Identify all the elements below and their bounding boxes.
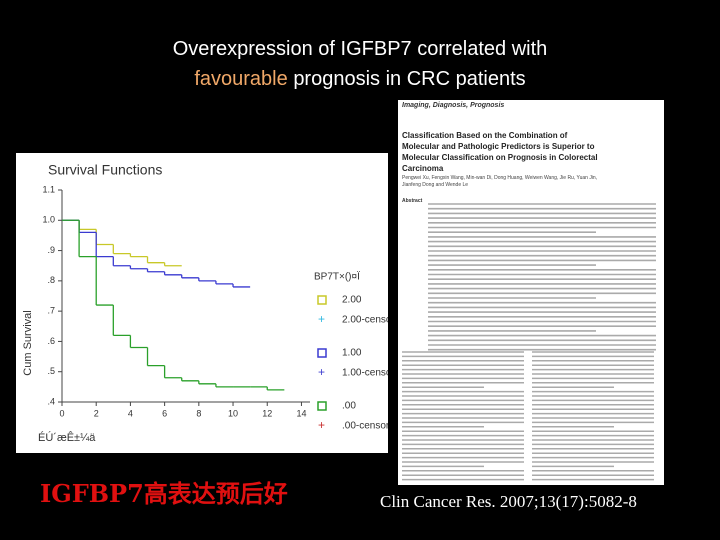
y-tick-label: 1.1 [42, 184, 55, 194]
y-tick-label: .9 [47, 245, 55, 255]
x-tick-label: 12 [262, 408, 272, 418]
x-tick-label: 4 [128, 408, 133, 418]
x-axis-label: ÉÚ´æÊ±¼ä [38, 431, 96, 444]
slide-title-line1: Overexpression of IGFBP7 correlated with [172, 38, 548, 60]
legend-swatch [317, 295, 327, 305]
legend-censor-symbol: + [318, 365, 325, 379]
abstract-label: Abstract [402, 198, 423, 204]
paper-title: Classification Based on the Combination … [402, 131, 598, 173]
title-rest: prognosis in CRC patients [293, 68, 526, 90]
legend-swatch [317, 401, 327, 411]
legend-label: .00 [342, 401, 356, 412]
y-tick-label: 1.0 [42, 215, 55, 225]
caption-chinese: IGFBP7高表达预后好 [40, 479, 288, 508]
chart-title: Survival Functions [48, 162, 162, 178]
x-tick-label: 10 [228, 408, 238, 418]
paper-section: Imaging, Diagnosis, Prognosis [402, 102, 505, 109]
y-tick-label: .8 [47, 275, 55, 285]
x-tick-label: 8 [196, 408, 201, 418]
legend-censor-symbol: + [318, 312, 325, 326]
y-axis-label: Cum Survival [22, 310, 34, 375]
chart-background [16, 153, 388, 453]
legend-censor-label: 2.00-censored [342, 315, 388, 326]
legend-label: 2.00 [342, 295, 362, 306]
legend-swatch [317, 348, 327, 358]
survival-chart: Survival Functions Cum Survival ÉÚ´æÊ±¼ä… [16, 153, 388, 453]
legend-censor-symbol: + [318, 418, 325, 432]
legend-title: BP7T×()¤Ï [314, 271, 360, 283]
legend-label: 1.00 [342, 348, 362, 359]
slide-title-line2: favourable prognosis in CRC patients [0, 68, 720, 91]
y-tick-label: .4 [47, 396, 55, 406]
x-tick-label: 2 [94, 408, 99, 418]
y-tick-label: .7 [47, 306, 55, 316]
x-tick-label: 0 [59, 408, 64, 418]
y-tick-label: .5 [47, 366, 55, 376]
citation: Clin Cancer Res. 2007;13(17):5082-8 [380, 492, 637, 511]
legend-censor-label: .00-censored [342, 421, 388, 432]
x-tick-label: 14 [296, 408, 306, 418]
paper-image: Imaging, Diagnosis, Prognosis Classifica… [398, 100, 664, 485]
paper-text-lines [402, 203, 656, 481]
highlight-word: favourable [194, 68, 288, 90]
paper-authors: Pengwei Xu, Fengxin Wang, Min-wan Di, Do… [402, 175, 598, 188]
legend-censor-label: 1.00-censored [342, 368, 388, 379]
y-tick-label: .6 [47, 336, 55, 346]
x-tick-label: 6 [162, 408, 167, 418]
